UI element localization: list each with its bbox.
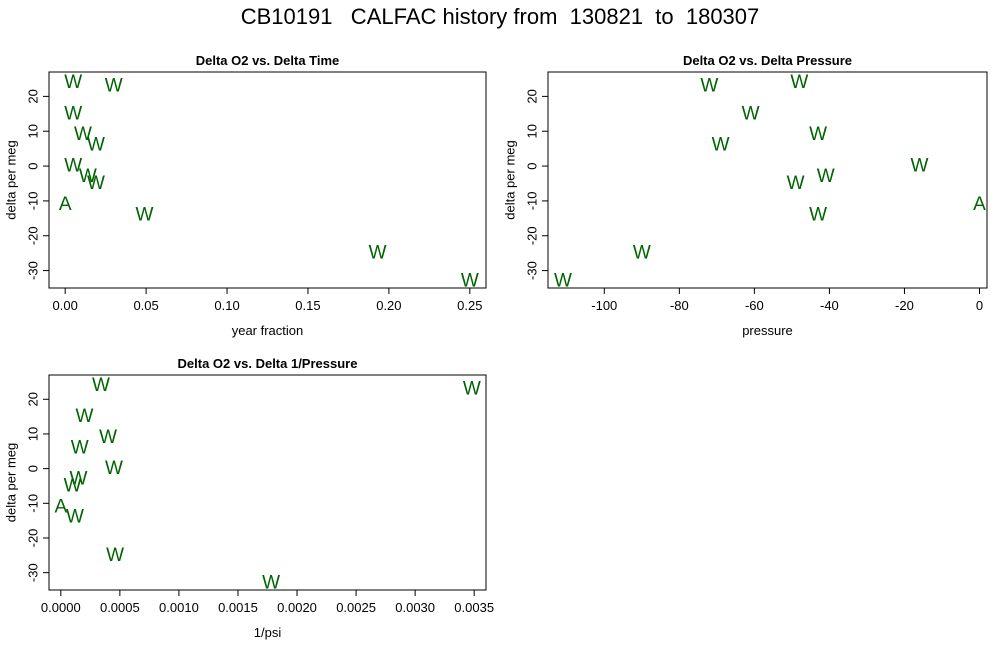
x-tick-label: 0.0010 bbox=[159, 600, 199, 615]
data-point-w: W bbox=[64, 156, 82, 177]
plot-panel-1: Delta O2 vs. Delta Time 0.00 0.05 0.10 0.15 0… bbox=[4, 53, 487, 338]
y-tick-label: 0 bbox=[26, 465, 41, 472]
y-axis-label: delta per meg bbox=[4, 443, 19, 523]
y-tick-label: -10 bbox=[525, 192, 540, 211]
y-tick-label: 20 bbox=[525, 89, 540, 103]
data-point-w: W bbox=[790, 72, 808, 93]
data-point-w: W bbox=[64, 103, 82, 124]
plot-panel-2: Delta O2 vs. Delta Pressure-100 -80 -60 -40… bbox=[503, 53, 988, 338]
data-point-w: W bbox=[633, 243, 651, 264]
plot-frame bbox=[48, 71, 487, 289]
data-point-w: W bbox=[66, 507, 84, 528]
data-point-w: W bbox=[787, 173, 805, 194]
data-point-w: W bbox=[99, 427, 117, 448]
y-axis-label: delta per meg bbox=[4, 140, 19, 220]
data-point-w: W bbox=[742, 103, 760, 124]
data-point-w: W bbox=[106, 545, 124, 566]
data-point-w: W bbox=[75, 406, 93, 427]
y-tick-label: -30 bbox=[525, 261, 540, 280]
x-tick-label: -80 bbox=[670, 298, 689, 313]
plot-title: Delta O2 vs. Delta Pressure bbox=[683, 53, 852, 68]
y-tick-label: -10 bbox=[26, 192, 41, 211]
data-point-w: W bbox=[262, 573, 280, 594]
data-point-w: W bbox=[70, 469, 88, 490]
x-tick-label: 0.0020 bbox=[277, 600, 317, 615]
x-tick-label: 0.0030 bbox=[395, 600, 435, 615]
plot-panel-3: Delta O2 vs. Delta 1/Pressure 0.0000 0.000… bbox=[4, 356, 495, 640]
data-point-w: W bbox=[64, 72, 82, 93]
data-point-w: W bbox=[817, 166, 835, 187]
y-tick-label: 0 bbox=[26, 162, 41, 169]
x-tick-label: 0.0015 bbox=[218, 600, 258, 615]
y-tick-label: 10 bbox=[26, 427, 41, 441]
x-tick-label: 0 bbox=[976, 298, 983, 313]
x-axis-label: 1/psi bbox=[254, 625, 282, 640]
x-tick-label: -20 bbox=[895, 298, 914, 313]
data-point-a: A bbox=[59, 194, 72, 215]
y-tick-label: -20 bbox=[525, 226, 540, 245]
x-tick-label: -100 bbox=[591, 298, 617, 313]
x-tick-label: 0.20 bbox=[376, 298, 401, 313]
y-tick-label: -10 bbox=[26, 494, 41, 513]
x-tick-label: 0.15 bbox=[295, 298, 320, 313]
data-point-w: W bbox=[700, 75, 718, 96]
y-axis-label: delta per meg bbox=[503, 140, 518, 220]
x-tick-label: -60 bbox=[745, 298, 764, 313]
x-tick-label: 0.05 bbox=[133, 298, 158, 313]
data-point-w: W bbox=[136, 204, 154, 225]
y-tick-label: 0 bbox=[525, 162, 540, 169]
data-point-w: W bbox=[910, 156, 928, 177]
page-title: CB10191 CALFAC history from 130821 to 18… bbox=[240, 4, 760, 29]
plot-title: Delta O2 vs. Delta Time bbox=[196, 53, 340, 68]
data-point-w: W bbox=[87, 173, 105, 194]
x-tick-label: 0.10 bbox=[214, 298, 239, 313]
y-tick-label: -20 bbox=[26, 529, 41, 548]
x-tick-label: 0.0005 bbox=[100, 600, 140, 615]
x-tick-label: -40 bbox=[820, 298, 839, 313]
data-point-w: W bbox=[554, 271, 572, 292]
data-point-w: W bbox=[461, 271, 479, 292]
x-tick-label: 0.0035 bbox=[454, 600, 494, 615]
data-point-w: W bbox=[64, 475, 82, 496]
data-point-w: W bbox=[79, 166, 97, 187]
y-tick-label: 10 bbox=[525, 124, 540, 138]
x-axis-label: year fraction bbox=[232, 323, 304, 338]
plot-frame bbox=[547, 71, 988, 289]
y-tick-label: 20 bbox=[26, 89, 41, 103]
data-point-w: W bbox=[463, 378, 481, 399]
x-tick-label: 0.25 bbox=[457, 298, 482, 313]
data-point-w: W bbox=[809, 124, 827, 145]
data-point-w: W bbox=[87, 135, 105, 156]
data-point-w: W bbox=[92, 375, 110, 396]
data-point-w: W bbox=[71, 437, 89, 458]
x-tick-label: 0.0025 bbox=[336, 600, 376, 615]
data-point-a: A bbox=[973, 194, 986, 215]
y-tick-label: 20 bbox=[26, 392, 41, 406]
data-point-w: W bbox=[74, 124, 92, 145]
data-point-w: W bbox=[809, 204, 827, 225]
data-point-w: W bbox=[105, 458, 123, 479]
x-tick-label: 0.0000 bbox=[41, 600, 81, 615]
y-tick-label: -20 bbox=[26, 226, 41, 245]
x-tick-label: 0.00 bbox=[53, 298, 78, 313]
y-tick-label: -30 bbox=[26, 563, 41, 582]
data-point-w: W bbox=[712, 135, 730, 156]
y-tick-label: 10 bbox=[26, 124, 41, 138]
x-axis-label: pressure bbox=[742, 323, 793, 338]
y-tick-label: -30 bbox=[26, 261, 41, 280]
data-point-w: W bbox=[105, 75, 123, 96]
plot-title: Delta O2 vs. Delta 1/Pressure bbox=[178, 356, 358, 371]
data-point-w: W bbox=[369, 243, 387, 264]
data-point-a: A bbox=[54, 496, 67, 517]
